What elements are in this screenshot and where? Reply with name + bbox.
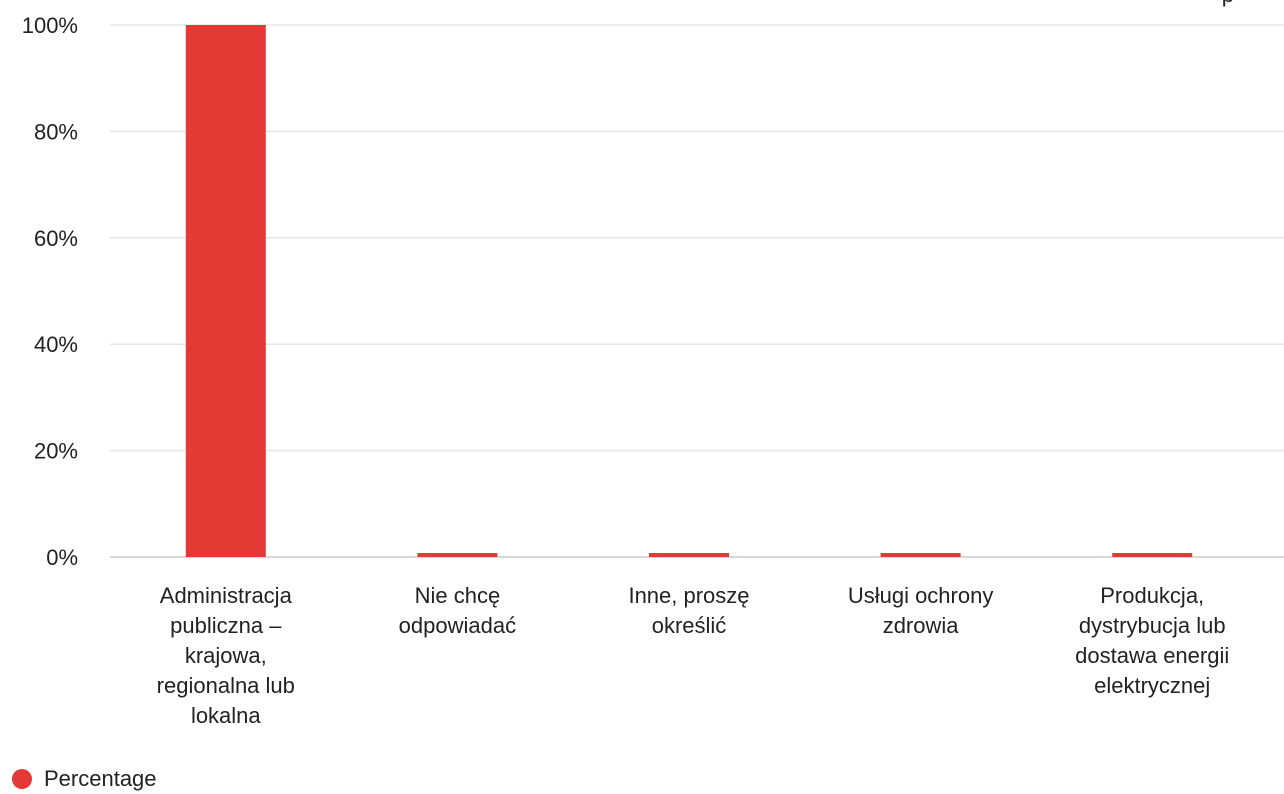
legend-label: Percentage: [44, 766, 157, 791]
x-tick-label-line: publiczna –: [170, 613, 282, 638]
x-axis: Administracja publiczna – krajowa, regional…: [157, 583, 1230, 728]
x-tick-label: Produkcja, dystrybucja lub dostawa energii…: [1075, 583, 1229, 698]
x-tick-label: Usługi ochrony zdrowia: [848, 583, 994, 638]
x-tick-label: Administracja publiczna – krajowa, regional…: [157, 583, 295, 728]
x-tick-label-line: dystrybucja lub: [1079, 613, 1226, 638]
y-tick-label: 20%: [34, 439, 78, 464]
x-tick-label-line: Inne, proszę: [628, 583, 749, 608]
y-tick-label: 0%: [46, 545, 78, 570]
grid-lines: [110, 24, 1284, 558]
x-tick-label-line: elektrycznej: [1094, 673, 1210, 698]
legend: Percentage: [12, 766, 157, 792]
bar[interactable]: [880, 553, 961, 557]
x-tick-label-line: Administracja: [160, 583, 293, 608]
x-tick-label: Inne, proszę określić: [628, 583, 749, 638]
x-tick-label-line: zdrowia: [883, 613, 960, 638]
x-tick-label-line: Usługi ochrony: [848, 583, 994, 608]
x-tick-label-line: dostawa energii: [1075, 643, 1229, 668]
y-axis: 0% 20% 40% 60% 80% 100%: [22, 13, 78, 570]
y-tick-label: 100%: [22, 13, 78, 38]
bar[interactable]: [185, 25, 266, 557]
bar[interactable]: [417, 553, 498, 557]
corner-text: p: [1222, 0, 1234, 7]
y-tick-label: 80%: [34, 119, 78, 144]
x-tick-label-line: Produkcja,: [1100, 583, 1204, 608]
x-tick-label-line: określić: [652, 613, 727, 638]
bar[interactable]: [1112, 553, 1193, 557]
bars: [185, 25, 1193, 557]
x-tick-label-line: lokalna: [191, 703, 261, 728]
legend-swatch: [12, 769, 32, 789]
bar-chart: 0% 20% 40% 60% 80% 100% Administracja publiczn…: [22, 0, 1284, 728]
y-tick-label: 40%: [34, 332, 78, 357]
x-tick-label-line: regionalna lub: [157, 673, 295, 698]
x-tick-label-line: odpowiadać: [399, 613, 516, 638]
x-tick-label: Nie chcę odpowiadać: [399, 583, 516, 638]
bar[interactable]: [649, 553, 729, 557]
x-tick-label-line: Nie chcę: [415, 583, 501, 608]
x-tick-label-line: krajowa,: [185, 643, 267, 668]
y-tick-label: 60%: [34, 226, 78, 251]
